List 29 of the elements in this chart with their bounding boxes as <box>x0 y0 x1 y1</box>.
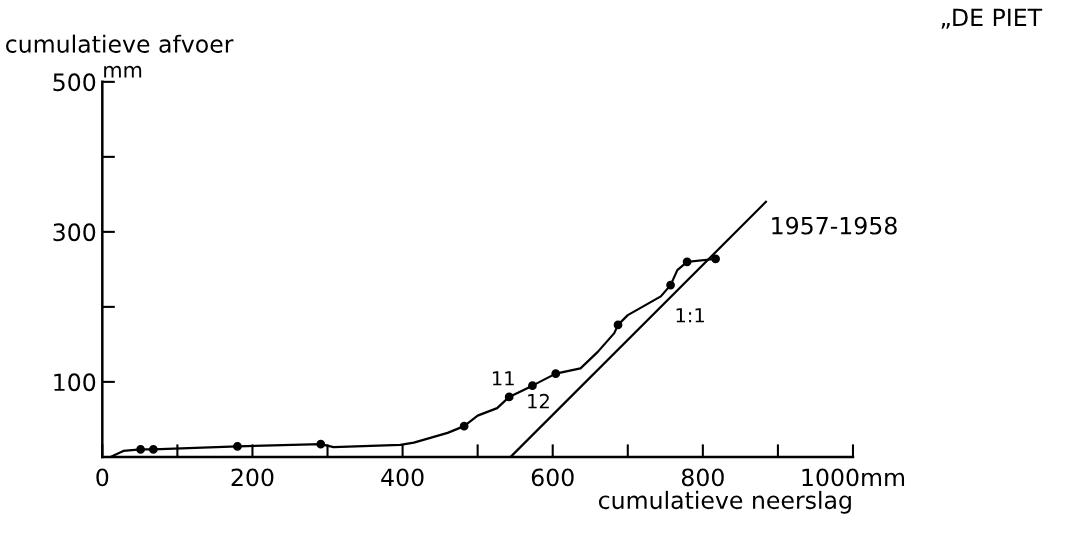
x-tick-label: 600 <box>531 468 574 487</box>
x-tick-label: 400 <box>381 468 424 487</box>
y-tick-label: 300 <box>53 223 96 242</box>
x-axis-title: cumulatieve neerslag <box>598 490 851 514</box>
x-tick-label: 800 <box>681 468 724 487</box>
x-tick-label: 200 <box>231 468 274 487</box>
x-tick-label: 0 <box>96 468 109 487</box>
annotation: 1957-1958 <box>772 216 897 235</box>
point <box>666 280 675 290</box>
text: „DE PIET <box>941 8 1043 29</box>
point <box>459 421 469 431</box>
point <box>613 320 623 330</box>
point <box>528 381 537 391</box>
point <box>711 254 720 264</box>
y-axis-title: cumulatieve afvoer <box>6 34 234 53</box>
text: mm <box>104 65 142 78</box>
point <box>682 257 692 267</box>
point <box>233 442 242 451</box>
point <box>504 392 514 402</box>
annotation: 1:1 <box>676 308 704 323</box>
point <box>136 445 145 454</box>
point <box>551 369 561 379</box>
x-tick-label: 1000mm <box>802 468 905 487</box>
annotation: 11 <box>492 371 514 386</box>
point <box>316 439 326 449</box>
point <box>148 445 158 454</box>
annotation: 12 <box>528 393 549 409</box>
y-tick-label: 100 <box>54 373 96 392</box>
y-tick-label: 500 <box>53 73 96 92</box>
